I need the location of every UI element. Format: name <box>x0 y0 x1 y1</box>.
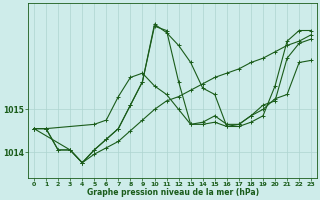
X-axis label: Graphe pression niveau de la mer (hPa): Graphe pression niveau de la mer (hPa) <box>86 188 259 197</box>
